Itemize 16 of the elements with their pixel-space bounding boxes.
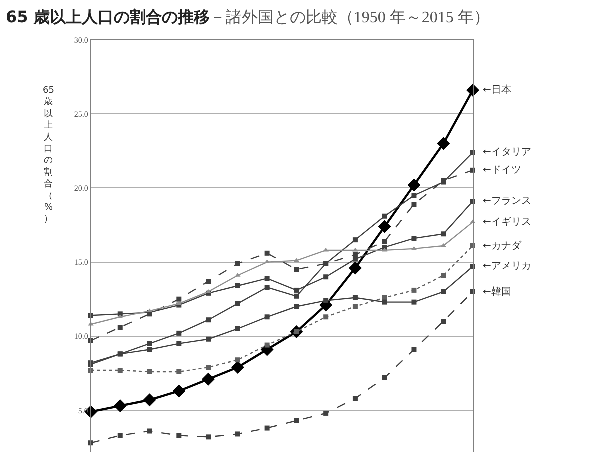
series-label: ←カナダ [483, 240, 522, 252]
y-tick-label: 10.0 [74, 332, 88, 342]
chart-subtitle: －諸外国との比較（1950 年～2015 年） [210, 8, 490, 26]
series-label: ←イギリス [483, 216, 532, 228]
chart-title: 65 歳以上人口の割合の推移 [6, 8, 210, 26]
text: 65歳以上人口の割合（%） [43, 86, 54, 225]
series-label: ←ドイツ [483, 165, 522, 176]
series-label: ←アメリカ [483, 261, 532, 272]
series-label: ←イタリア [483, 147, 532, 158]
series-label: ←韓国 [483, 286, 512, 298]
y-tick-label: 20.0 [74, 184, 88, 193]
y-tick-label: 25.0 [74, 110, 88, 119]
y-tick-label: 30.0 [74, 36, 88, 45]
series-label: ←フランス [483, 196, 532, 207]
series-label: ←日本 [483, 84, 512, 96]
y-tick-label: 15.0 [74, 258, 88, 268]
